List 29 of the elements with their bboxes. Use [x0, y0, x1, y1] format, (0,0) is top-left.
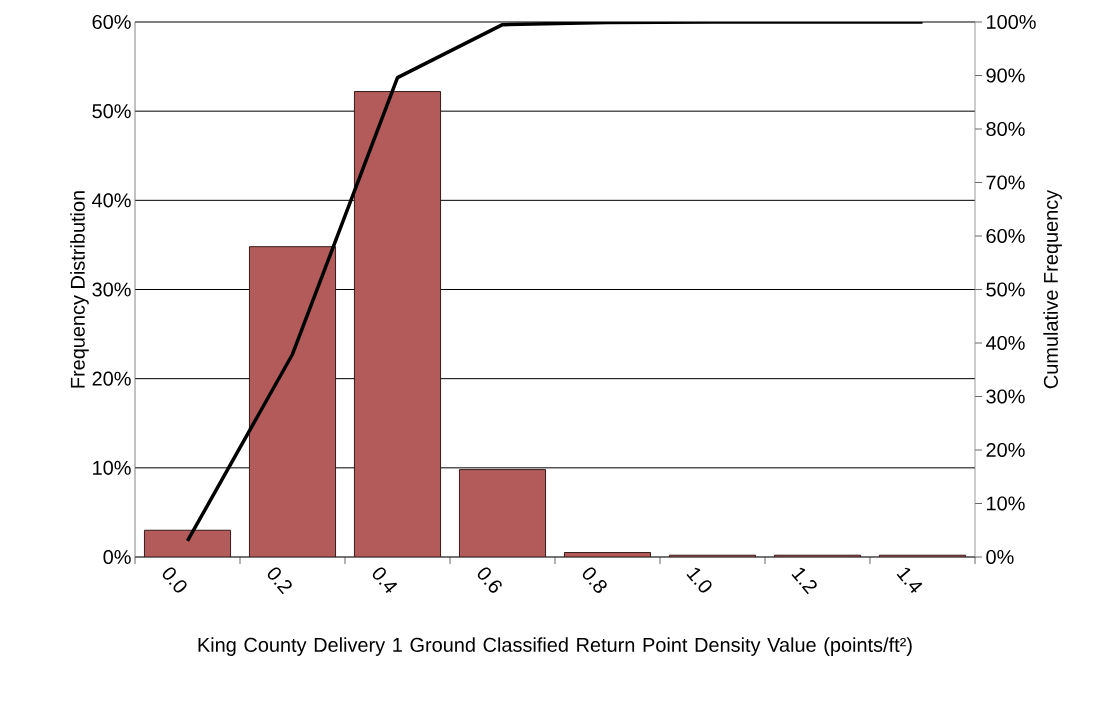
- y2-tick-label: 80%: [986, 121, 1025, 137]
- x-tick-label: 0.2: [267, 567, 292, 595]
- y2-tick-label: 60%: [986, 228, 1025, 244]
- y-tick-label: 30%: [92, 282, 131, 297]
- y2-tick-label: 70%: [986, 175, 1025, 190]
- y-tick-label: 50%: [92, 104, 131, 119]
- y-tick-label: 10%: [93, 460, 131, 475]
- y2-tick-label: 90%: [986, 68, 1025, 83]
- y-tick-label: 40%: [92, 193, 131, 208]
- y-tick-label: 20%: [92, 371, 131, 386]
- x-tick-label: 0.0: [162, 567, 187, 593]
- y2-tick-label: 20%: [986, 442, 1025, 458]
- y2-tick-label: 10%: [987, 496, 1025, 511]
- x-tick-label: 0.6: [477, 567, 502, 593]
- x-tick-label: 0.8: [582, 567, 607, 593]
- x-tick-label: 1.4: [896, 567, 923, 593]
- x-tick-label: 0.4: [372, 567, 398, 594]
- y2-axis-title: Cumulative Frequency: [1043, 189, 1062, 389]
- x-axis-title: King County Delivery 1 Ground Classified Return Point Density Value (points/ft²): [198, 637, 912, 656]
- y2-tick-label: 30%: [986, 389, 1025, 404]
- y2-tick-label: 40%: [985, 335, 1025, 351]
- y-tick-label: 60%: [92, 14, 131, 30]
- y2-tick-label: 100%: [987, 14, 1036, 30]
- x-tick-label: 1.0: [686, 567, 712, 593]
- y-tick-label: 0%: [103, 549, 131, 565]
- x-tick-label: 1.2: [791, 567, 817, 595]
- y-axis-title: Frequency Distribution: [70, 191, 89, 388]
- y2-tick-label: 0%: [986, 549, 1014, 565]
- y2-tick-label: 50%: [986, 282, 1025, 297]
